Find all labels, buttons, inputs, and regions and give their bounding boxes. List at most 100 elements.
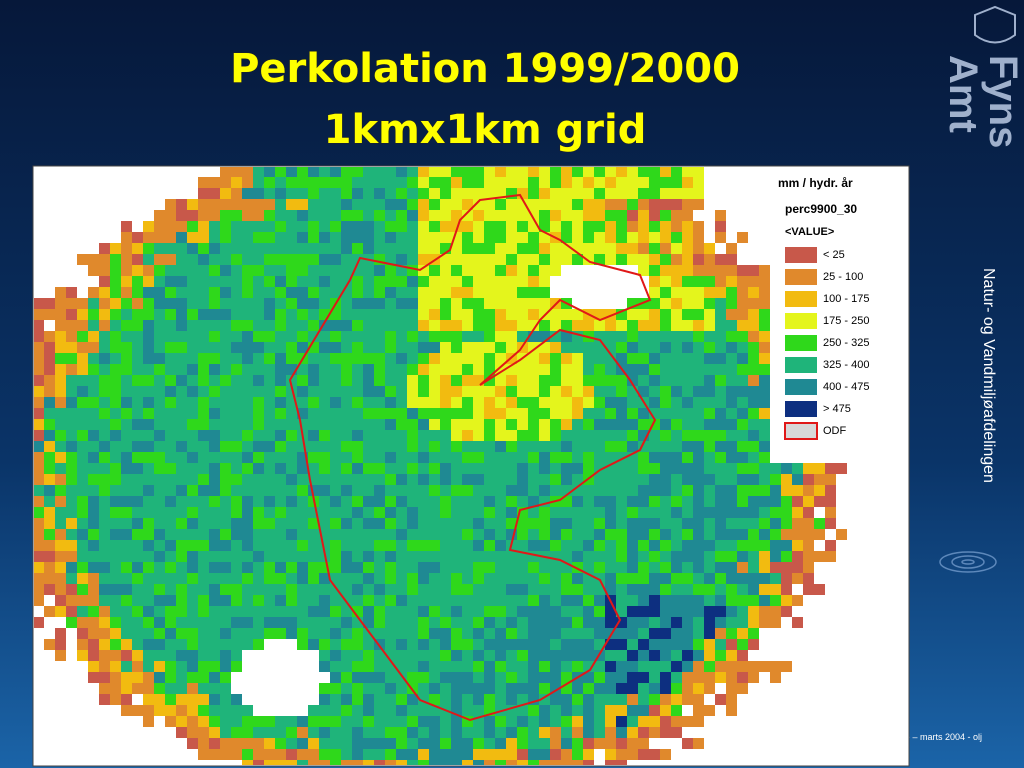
grid-cell [187, 397, 198, 408]
grid-cell [737, 628, 748, 639]
grid-cell [715, 573, 726, 584]
grid-cell [792, 617, 803, 628]
grid-cell [396, 694, 407, 705]
grid-cell [759, 507, 770, 518]
grid-cell [473, 518, 484, 529]
grid-cell [473, 199, 484, 210]
grid-cell [242, 540, 253, 551]
grid-cell [550, 628, 561, 639]
grid-cell [176, 441, 187, 452]
grid-cell [649, 661, 660, 672]
grid-cell [693, 221, 704, 232]
grid-cell [176, 639, 187, 650]
grid-cell [385, 441, 396, 452]
grid-cell [396, 177, 407, 188]
grid-cell [77, 364, 88, 375]
grid-cell [385, 661, 396, 672]
grid-cell [539, 496, 550, 507]
grid-cell [660, 397, 671, 408]
grid-cell [352, 573, 363, 584]
grid-cell [308, 584, 319, 595]
grid-cell [55, 650, 66, 661]
grid-cell [209, 573, 220, 584]
grid-cell [66, 430, 77, 441]
grid-cell [715, 265, 726, 276]
grid-cell [473, 342, 484, 353]
grid-cell [110, 496, 121, 507]
grid-cell [528, 716, 539, 727]
grid-cell [319, 408, 330, 419]
grid-cell [220, 167, 231, 177]
grid-cell [363, 298, 374, 309]
grid-cell [363, 573, 374, 584]
grid-cell [594, 188, 605, 199]
grid-cell [198, 320, 209, 331]
grid-cell [253, 518, 264, 529]
grid-cell [451, 375, 462, 386]
grid-cell [528, 485, 539, 496]
grid-cell [330, 232, 341, 243]
grid-cell [605, 342, 616, 353]
grid-cell [517, 529, 528, 540]
grid-cell [88, 320, 99, 331]
grid-cell [638, 419, 649, 430]
grid-cell [737, 584, 748, 595]
grid-cell [517, 672, 528, 683]
grid-cell [176, 419, 187, 430]
grid-cell [649, 353, 660, 364]
grid-cell [638, 474, 649, 485]
grid-cell [363, 221, 374, 232]
grid-cell [550, 254, 561, 265]
grid-cell [352, 529, 363, 540]
grid-cell [363, 595, 374, 606]
grid-cell [396, 551, 407, 562]
grid-cell [748, 584, 759, 595]
grid-cell [451, 188, 462, 199]
grid-cell [77, 342, 88, 353]
grid-cell [539, 452, 550, 463]
grid-cell [143, 650, 154, 661]
grid-cell [737, 639, 748, 650]
grid-cell [77, 430, 88, 441]
grid-cell [165, 650, 176, 661]
grid-cell [154, 287, 165, 298]
grid-cell [363, 650, 374, 661]
grid-cell [638, 452, 649, 463]
grid-cell [616, 243, 627, 254]
grid-cell [693, 628, 704, 639]
grid-cell [440, 177, 451, 188]
grid-cell [396, 167, 407, 177]
grid-cell [638, 727, 649, 738]
grid-cell [627, 430, 638, 441]
grid-cell [385, 595, 396, 606]
grid-cell [286, 573, 297, 584]
grid-cell [286, 474, 297, 485]
grid-cell [385, 331, 396, 342]
grid-cell [583, 562, 594, 573]
grid-cell [462, 309, 473, 320]
grid-cell [198, 672, 209, 683]
grid-cell [231, 353, 242, 364]
grid-cell [176, 386, 187, 397]
grid-cell [209, 375, 220, 386]
grid-cell [319, 562, 330, 573]
grid-cell [143, 265, 154, 276]
grid-cell [660, 518, 671, 529]
grid-cell [44, 364, 55, 375]
grid-cell [682, 573, 693, 584]
grid-cell [572, 331, 583, 342]
grid-cell [154, 210, 165, 221]
grid-cell [506, 518, 517, 529]
grid-cell [231, 167, 242, 177]
grid-cell [429, 683, 440, 694]
grid-cell [517, 276, 528, 287]
grid-cell [506, 298, 517, 309]
grid-cell [242, 441, 253, 452]
grid-cell [198, 683, 209, 694]
grid-cell [352, 551, 363, 562]
grid-cell [660, 584, 671, 595]
grid-cell [231, 463, 242, 474]
grid-cell [308, 529, 319, 540]
grid-cell [77, 617, 88, 628]
grid-cell [308, 397, 319, 408]
